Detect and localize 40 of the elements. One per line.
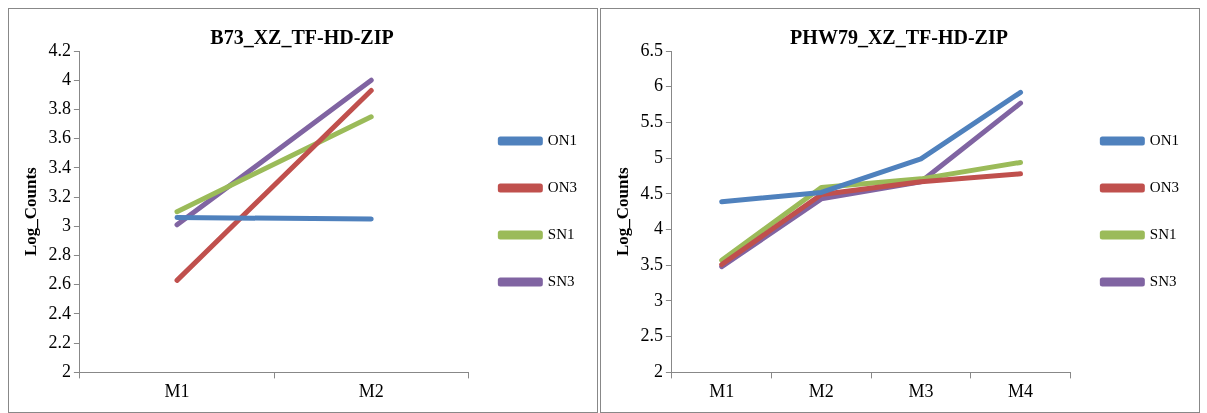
y-axis-title: Log_Counts — [612, 166, 632, 257]
y-tick-label: 2 — [61, 361, 71, 382]
y-axis-title: Log_Counts — [20, 166, 40, 257]
x-tick-label: M2 — [358, 380, 384, 401]
y-tick-label: 2.4 — [48, 302, 71, 323]
y-tick-label: 2 — [653, 361, 663, 382]
y-tick-label: 4 — [653, 218, 663, 239]
legend-label: ON3 — [1149, 178, 1180, 195]
legend-label: ON3 — [547, 178, 578, 195]
y-tick-label: 2.5 — [640, 325, 663, 346]
y-tick-label: 3 — [653, 289, 663, 310]
x-tick-label: M3 — [908, 380, 934, 401]
y-tick-label: 5.5 — [640, 111, 663, 132]
x-tick-label: M1 — [164, 380, 190, 401]
x-tick-label: M2 — [808, 380, 834, 401]
y-tick-label: 3.2 — [48, 185, 71, 206]
x-tick-label: M4 — [1008, 380, 1034, 401]
chart-title: B73_XZ_TF-HD-ZIP — [210, 26, 394, 49]
x-tick-label: M1 — [709, 380, 735, 401]
y-tick-label: 3.5 — [640, 254, 663, 274]
y-tick-label: 3.8 — [48, 98, 71, 119]
legend-label: SN3 — [1149, 272, 1177, 289]
y-tick-label: 2.8 — [48, 244, 71, 265]
y-tick-label: 5 — [653, 146, 663, 167]
chart-title: PHW79_XZ_TF-HD-ZIP — [790, 26, 1008, 49]
y-tick-label: 3.6 — [48, 127, 71, 148]
y-tick-label: 4 — [61, 68, 71, 89]
y-tick-label: 6 — [653, 75, 663, 96]
legend-label: ON1 — [1149, 131, 1180, 148]
y-tick-label: 3.4 — [48, 156, 71, 177]
y-tick-label: 2.2 — [48, 331, 71, 352]
legend-label: SN1 — [1149, 225, 1177, 242]
y-tick-label: 6.5 — [640, 39, 663, 60]
y-tick-label: 4.5 — [640, 182, 663, 203]
y-tick-label: 2.6 — [48, 273, 71, 294]
y-tick-label: 4.2 — [48, 39, 71, 60]
legend-label: SN3 — [547, 272, 575, 289]
y-tick-label: 3 — [61, 215, 71, 236]
legend-label: ON1 — [547, 131, 578, 148]
legend-label: SN1 — [547, 225, 575, 242]
